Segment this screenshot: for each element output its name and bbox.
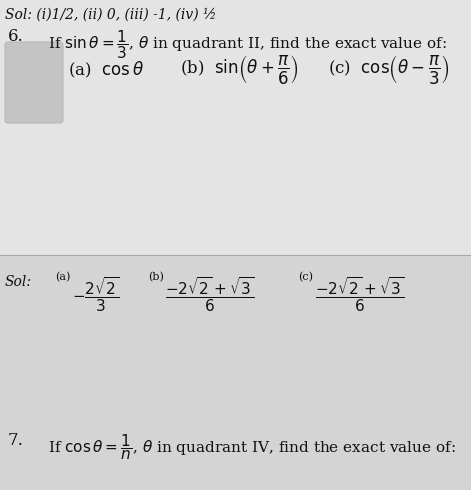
Text: Sol:: Sol: [5, 275, 32, 289]
FancyBboxPatch shape [5, 42, 63, 123]
Bar [0, 0, 471, 255]
Text: 6.: 6. [8, 28, 24, 45]
Text: 7.: 7. [8, 432, 24, 449]
Text: If $\sin\theta = \dfrac{1}{3}$, $\theta$ in quadrant II, find the exact value of: If $\sin\theta = \dfrac{1}{3}$, $\theta$… [48, 28, 447, 61]
Text: (b): (b) [148, 272, 164, 282]
Text: Sol: (i)1/2, (ii) 0, (iii) -1, (iv) ½: Sol: (i)1/2, (ii) 0, (iii) -1, (iv) ½ [5, 8, 217, 22]
Text: (b)  $\sin\!\left(\theta + \dfrac{\pi}{6}\right)$: (b) $\sin\!\left(\theta + \dfrac{\pi}{6}… [180, 53, 299, 87]
Bar [0, 255, 471, 490]
Text: (a): (a) [55, 272, 70, 282]
Text: $\dfrac{-2\sqrt{2}+\sqrt{3}}{6}$: $\dfrac{-2\sqrt{2}+\sqrt{3}}{6}$ [315, 275, 404, 314]
Text: (c): (c) [298, 272, 313, 282]
Text: If $\cos\theta = \dfrac{1}{n}$, $\theta$ in quadrant IV, find the exact value of: If $\cos\theta = \dfrac{1}{n}$, $\theta$… [48, 432, 456, 462]
Text: (c)  $\cos\!\left(\theta - \dfrac{\pi}{3}\right)$: (c) $\cos\!\left(\theta - \dfrac{\pi}{3}… [328, 53, 450, 87]
Text: $-\dfrac{2\sqrt{2}}{3}$: $-\dfrac{2\sqrt{2}}{3}$ [72, 275, 119, 314]
Text: $\dfrac{-2\sqrt{2}+\sqrt{3}}{6}$: $\dfrac{-2\sqrt{2}+\sqrt{3}}{6}$ [165, 275, 254, 314]
Text: (a)  $\cos\theta$: (a) $\cos\theta$ [68, 60, 144, 80]
